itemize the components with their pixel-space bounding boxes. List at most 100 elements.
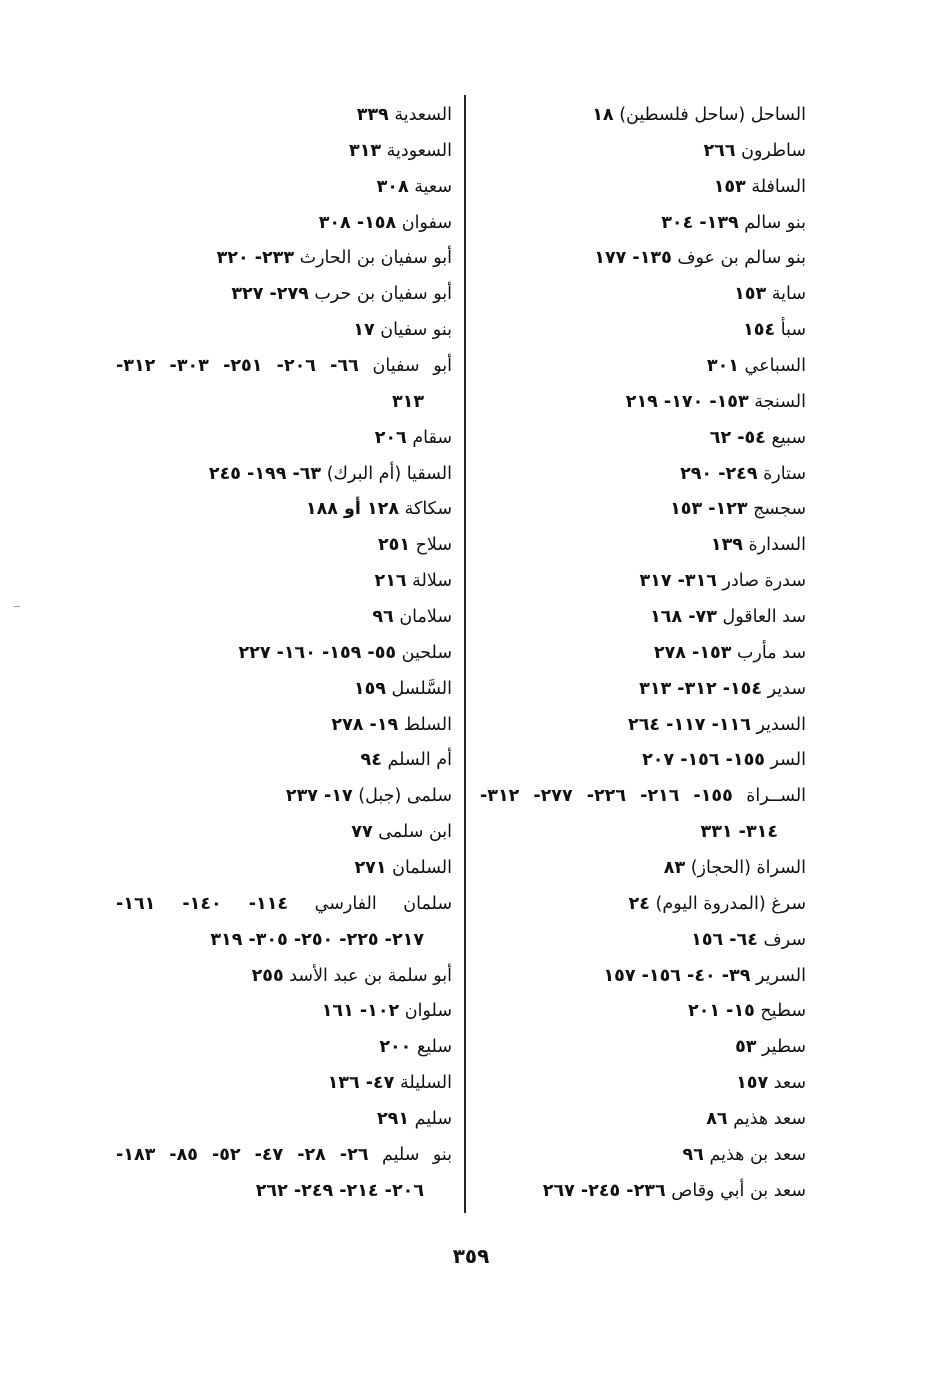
entry-pages: ٦٣- ١٩٩- ٢٤٥ [208,463,322,484]
index-entry: سكاكة ١٢٨ أو ١٨٨ [116,492,452,528]
entry-name: بنو سفيان [380,320,452,341]
entry-pages: ٢٩١ [376,1109,410,1130]
entry-name: السرير [756,965,806,986]
entry-name: سلحين [401,642,452,663]
index-entry: الساحل (ساحل فلسطين) ١٨ [480,98,806,134]
index-entry: سعد بن أبي وقاص ٢٣٦- ٢٤٥- ٢٦٧ [480,1174,806,1210]
index-entry: السلمان ٢٧١ [116,851,452,887]
entry-pages: ١٧- ٢٣٧ [285,786,353,807]
index-entry: سبأ ١٥٤ [480,313,806,349]
entry-name: الســراة [746,786,807,807]
index-entry: سلالة ٢١٦ [116,564,452,600]
entry-pages: ٣٣٩ [356,105,389,125]
entry-name: سرف [763,929,806,950]
index-entry: سلامان ٩٦ [116,600,452,636]
index-entry: أبو سفيان بن حرب ٢٧٩- ٣٢٧ [116,277,452,313]
entry-pages: ١٩- ٢٧٨ [331,714,399,735]
index-entry: سليم ٢٩١ [116,1102,452,1138]
entry-pages: ١٥٣- ١٧٠- ٢١٩ [625,391,749,412]
entry-name: السافلة [751,176,806,197]
entry-pages: ٣٩- ٤٠- ١٥٦- ١٥٧ [603,965,751,986]
index-entry: الســراة ١٥٥- ٢١٦- ٢٢٦- ٢٧٧- ٣١٢- [480,779,806,815]
index-entry: سليع ٢٠٠ [116,1030,452,1066]
entry-name: سدير [767,678,806,699]
index-entry: السَّلسل ١٥٩ [116,672,452,708]
entry-pages: ٨٣ [663,858,686,879]
entry-pages: ١٢٨ أو ١٨٨ [305,499,400,520]
index-entry: السليلة ٤٧- ١٣٦ [116,1066,452,1102]
index-entry: بنو سفيان ١٧ [116,313,452,349]
entry-name: سلالة [412,571,452,592]
entry-pages: ١٥٤ [743,320,776,341]
index-entry: سلاح ٢٥١ [116,528,452,564]
entry-name: السليلة [399,1073,452,1094]
entry-pages: ١٣٩- ٣٠٤ [661,212,739,233]
index-entry: أبو سفيان ٦٦- ٢٠٦- ٢٥١- ٣٠٣- ٣١٢- [116,349,452,385]
entry-name: سلامان [399,607,452,628]
index-entry: سعد ١٥٧ [480,1066,806,1102]
index-entry: سد مأرب ١٥٣- ٢٧٨ [480,636,806,672]
entry-name: سرغ (المدروة اليوم) [655,893,806,914]
index-entry: سدير ١٥٤- ٣١٢- ٣١٣ [480,672,806,708]
entry-pages: ٣١٦- ٣١٧ [639,571,717,592]
entry-name: سقام [412,427,452,448]
index-entry: سطيح ١٥- ٢٠١ [480,994,806,1030]
entry-pages: ٢١٧- ٢٢٥- ٢٥٠- ٣٠٥- ٣١٩ [210,929,424,950]
entry-pages: ١٥٤- ٣١٢- ٣١٣ [639,678,763,699]
entry-pages: ٩٦ [682,1144,704,1165]
index-entry: سرغ (المدروة اليوم) ٢٤ [480,887,806,923]
entry-name: سفوان [401,212,452,233]
column-divider [464,95,466,1213]
entry-pages: ٥٥- ١٥٩- ١٦٠- ٢٢٧ [238,642,397,663]
entry-name: سبأ [780,320,806,341]
entry-name: بنو سالم بن عوف [677,248,806,269]
entry-pages: ١٣٩ [710,535,743,556]
entry-pages: ٢٣٣- ٣٢٠ [216,248,295,269]
index-entry: ساية ١٥٣ [480,277,806,313]
entry-name: ساية [771,284,806,305]
entry-name: سلوان [404,1001,452,1022]
index-entry-continuation: ٣١٤- ٣٣١ [480,815,806,851]
index-entry: أبو سفيان بن الحارث ٢٣٣- ٣٢٠ [116,241,452,277]
entry-pages: ٢٠٦ [374,427,407,448]
index-entry: سدرة صادر ٣١٦- ٣١٧ [480,564,807,600]
entry-pages: ٧٧ [351,822,373,843]
index-entry: السرير ٣٩- ٤٠- ١٥٦- ١٥٧ [480,959,807,995]
entry-pages: ٢٣٦- ٢٤٥- ٢٦٧ [542,1180,666,1201]
entry-pages: ١٠٢- ١٦١ [321,1001,400,1022]
entry-name: ابن سلمى [378,822,452,843]
index-entry: السراة (الحجاز) ٨٣ [480,851,806,887]
entry-name: سطيح [760,1001,806,1022]
entry-name: سعد بن أبي وقاص [671,1180,806,1201]
entry-name: السعدية [394,105,452,125]
index-entry: سبيع ٥٤- ٦٢ [480,421,806,457]
index-entry: سقام ٢٠٦ [116,421,452,457]
entry-pages: ١٥- ٢٠١ [688,1001,755,1022]
index-entry: السافلة ١٥٣ [480,170,806,206]
index-entry: سفوان ١٥٨- ٣٠٨ [116,206,452,242]
entry-pages: ٢٤٩- ٢٩٠ [680,463,758,484]
entry-name: السلمان [392,858,452,879]
index-entry: سطير ٥٣ [480,1030,806,1066]
scan-speck [14,606,20,607]
entry-pages: ٣٠١ [706,356,739,377]
entry-name: سبيع [771,427,806,448]
entry-pages: ٨٦ [706,1109,728,1130]
index-entry: سلحين ٥٥- ١٥٩- ١٦٠- ٢٢٧ [116,636,452,672]
entry-name: السباعي [744,356,806,377]
index-entry: سلمى (جبل) ١٧- ٢٣٧ [116,779,452,815]
entry-pages: ٢٧١ [354,858,387,879]
entry-name: السقيا (أم البرك) [326,463,452,484]
entry-pages: ٦٦- ٢٠٦- ٢٥١- ٣٠٣- ٣١٢- [116,356,359,377]
index-entry: السر ١٥٥- ١٥٦- ٢٠٧ [480,743,806,779]
entry-name: أبو سلمة بن عبد الأسد [289,965,452,986]
index-entry: السلط ١٩- ٢٧٨ [116,708,452,744]
entry-name: سجسج [753,499,806,520]
entry-pages: ٢٦- ٢٨- ٤٧- ٥٢- ٨٥- ١٨٣- [116,1144,369,1165]
entry-pages: ١١٤- ١٤٠- ١٦١- [116,893,289,914]
index-entry: سد العاقول ٧٣- ١٦٨ [480,600,806,636]
entry-name: سطير [762,1037,806,1058]
entry-pages: ١٣٥- ١٧٧ [594,248,672,269]
entry-name: سليع [416,1037,452,1058]
entry-pages: ٣١٤- ٣٣١ [700,822,778,843]
